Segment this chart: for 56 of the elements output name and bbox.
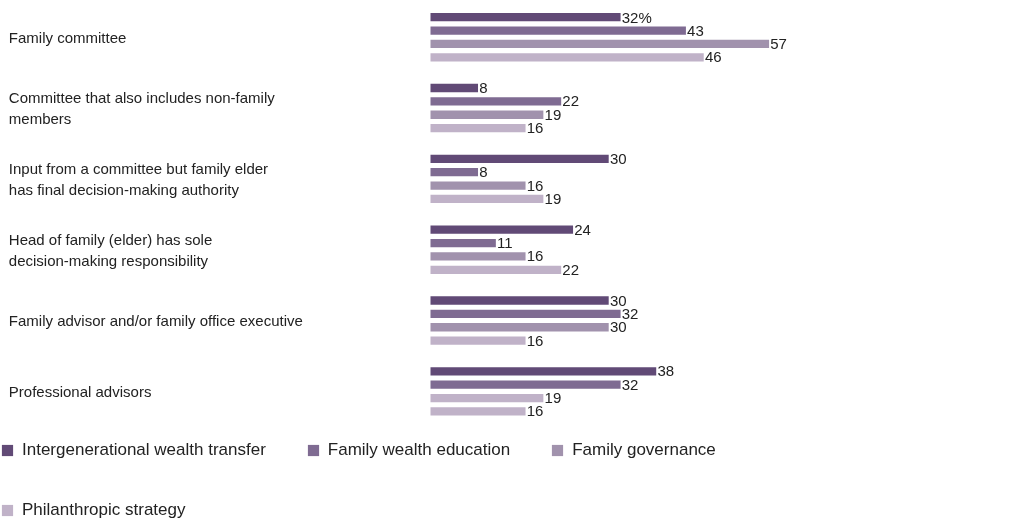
data-label: 32: [621, 375, 639, 393]
data-label: 19: [544, 189, 562, 207]
data-label: 8: [479, 79, 488, 97]
data-label: 30: [609, 291, 627, 309]
data-label: 11: [497, 234, 513, 252]
data-label: 30: [609, 149, 627, 167]
bar: [430, 26, 686, 35]
data-label: 22: [562, 260, 580, 278]
bar: [430, 407, 526, 416]
y-tick-label: Family advisor and/or family office executive: [8, 312, 303, 330]
bar: [430, 13, 621, 22]
bar: [430, 194, 544, 204]
y-tick-label: Professional advisors: [8, 382, 152, 400]
data-label: 38: [657, 362, 675, 380]
legend-label: Philanthropic strategy: [22, 500, 186, 520]
bar: [430, 309, 621, 319]
bar: [430, 110, 544, 119]
data-label: 43: [687, 21, 704, 39]
y-tick-label: Committee that also includes non-family members: [8, 88, 276, 128]
bar: [430, 181, 526, 190]
data-label: 16: [526, 176, 544, 194]
bar: [430, 238, 496, 248]
bar: [430, 83, 479, 93]
bar: [430, 323, 609, 332]
bar: [430, 154, 609, 163]
bar: [430, 367, 657, 376]
data-label: 19: [544, 105, 562, 123]
y-tick-label: Head of family (elder) has sole decision-making responsibility: [8, 230, 213, 269]
bar: [430, 225, 574, 234]
data-label: 16: [526, 331, 544, 349]
data-label: 16: [526, 247, 544, 265]
bar: [430, 123, 526, 133]
data-label: 30: [609, 318, 627, 336]
y-tick-label: Input from a committee but family elder has final decision-making authority: [8, 159, 269, 199]
data-label: 8: [479, 163, 488, 181]
bar: [430, 296, 609, 305]
data-label: 16: [526, 402, 544, 420]
bar: [430, 39, 770, 49]
bar: [430, 265, 562, 274]
legend-label: Intergenerational wealth transfer: [22, 440, 266, 460]
legend-label: Family governance: [572, 440, 716, 460]
data-label: 57: [770, 34, 787, 52]
data-label: 46: [704, 48, 722, 66]
data-label: 19: [544, 389, 562, 407]
y-tick-label: Family committee: [8, 28, 127, 46]
data-label: 22: [562, 92, 580, 110]
bar: [430, 252, 526, 261]
bar: [430, 97, 562, 106]
bar: [430, 380, 621, 389]
bar: [430, 168, 479, 177]
data-label: 24: [574, 220, 591, 238]
legend-label: Family wealth education: [327, 440, 511, 460]
bar: [430, 53, 704, 62]
data-label: 32%: [621, 8, 652, 26]
data-label: 16: [526, 119, 544, 137]
bar: [430, 336, 526, 345]
